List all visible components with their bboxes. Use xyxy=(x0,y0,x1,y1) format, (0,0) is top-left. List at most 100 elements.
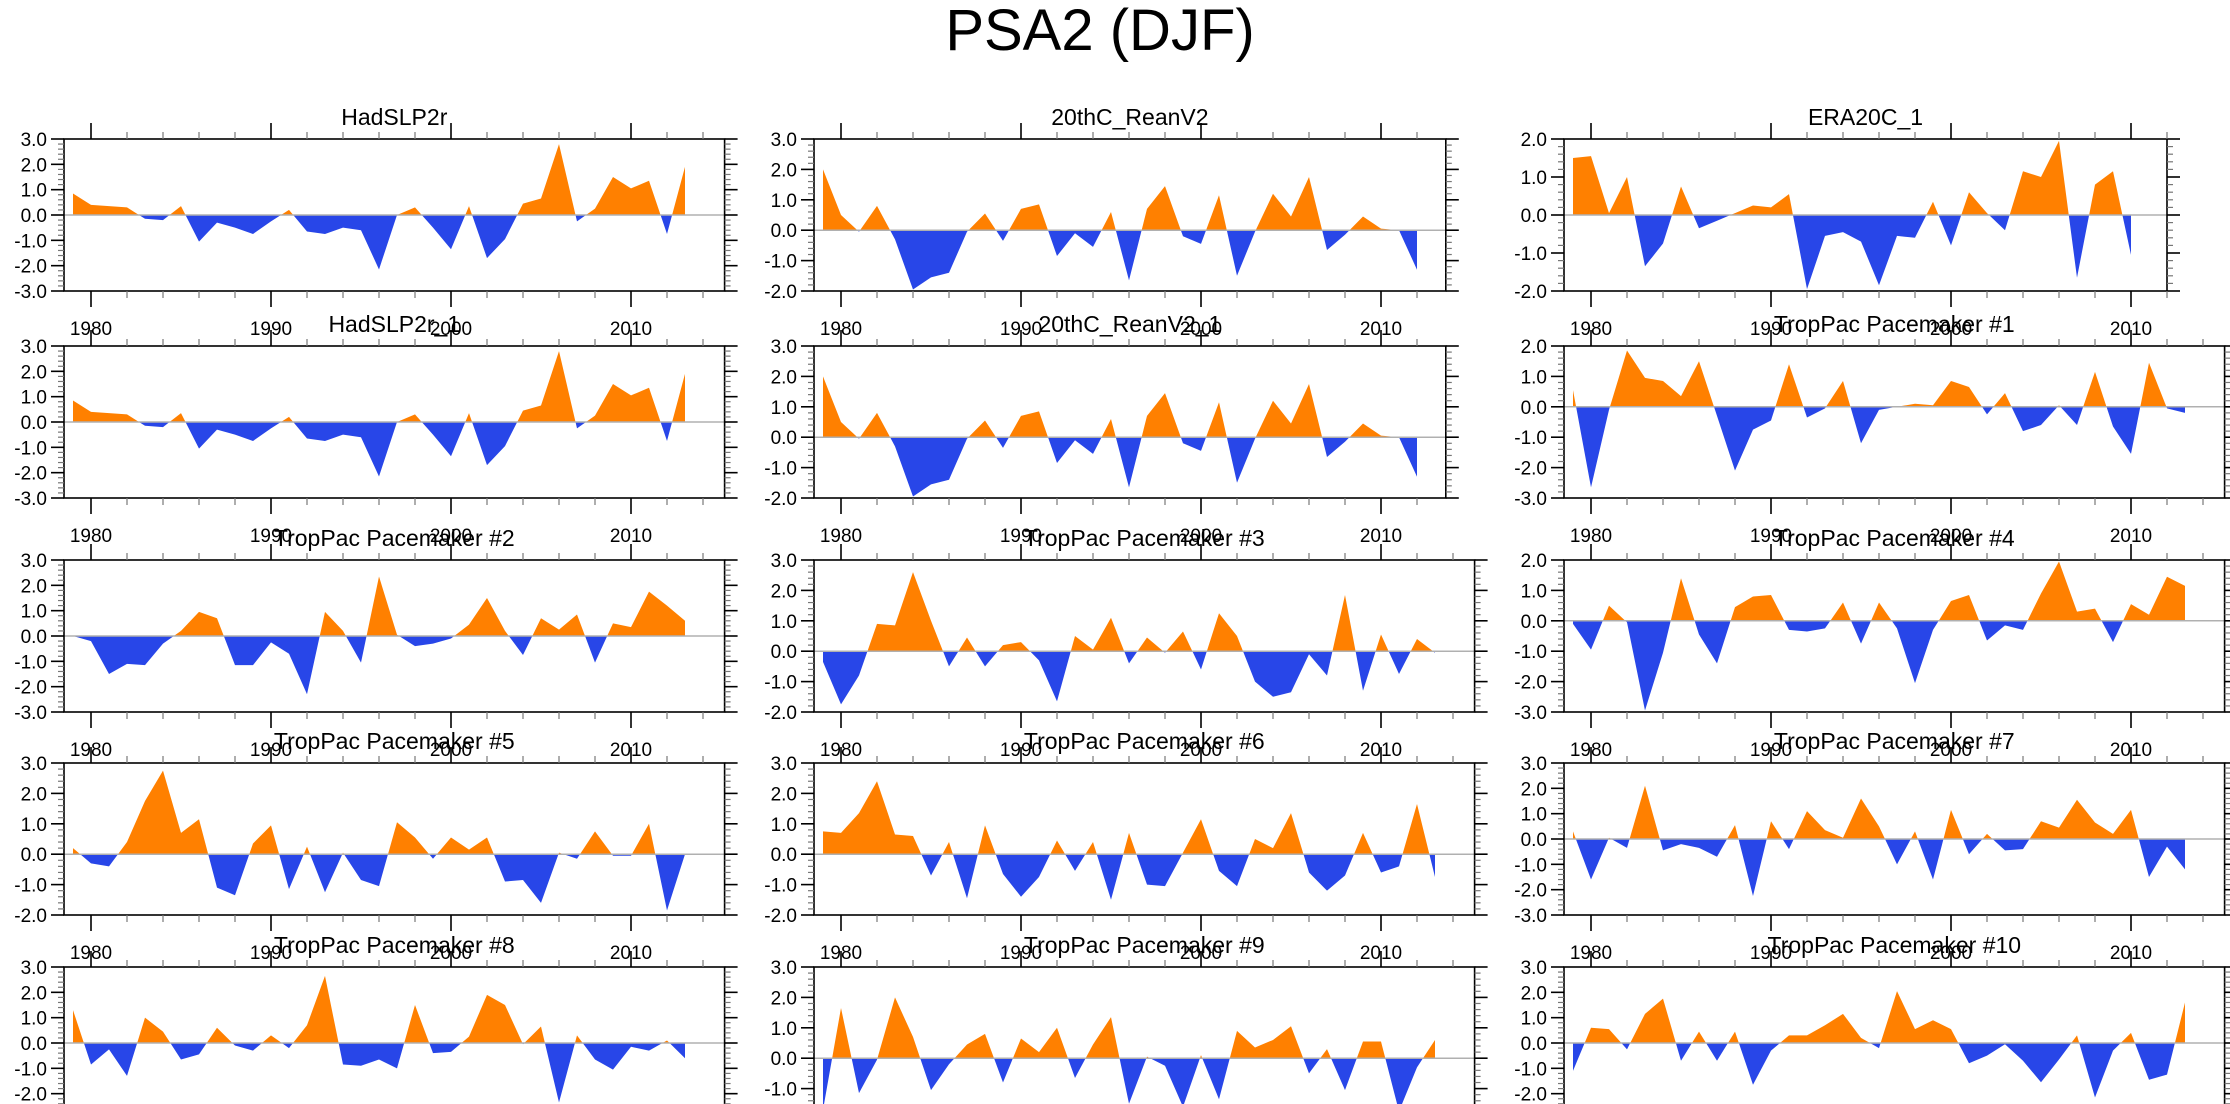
y-tick-label: 0.0 xyxy=(1521,612,1547,633)
positive-area xyxy=(823,169,1399,231)
panel-title: TropPac Pacemaker #8 xyxy=(274,932,515,958)
positive-area xyxy=(73,144,685,215)
plot-frame xyxy=(813,345,1447,499)
y-tick-label: 0.0 xyxy=(1521,830,1547,851)
y-tick-label: 2.0 xyxy=(21,983,47,1004)
positive-area xyxy=(73,975,685,1043)
panel-6: TropPac Pacemaker #1 2.0 1.0 0.0 -1.0 -2.0 -3.… xyxy=(1514,311,2230,547)
y-tick-label: -2.0 xyxy=(14,906,47,927)
y-tick-label: 3.0 xyxy=(21,754,47,775)
y-tick-label: -2.0 xyxy=(1514,282,1547,303)
positive-area xyxy=(1573,140,2131,215)
y-tick-label: 3.0 xyxy=(771,337,797,358)
negative-area xyxy=(823,1058,1435,1104)
y-tick-label: -2.0 xyxy=(1514,459,1547,480)
y-tick-label: 0.0 xyxy=(1521,206,1547,227)
y-tick-label: 2.0 xyxy=(1521,779,1547,800)
x-tick-label: 1980 xyxy=(820,319,862,340)
y-tick-label: 3.0 xyxy=(771,754,797,775)
plot-frame xyxy=(1563,559,2226,713)
panel-title: HadSLP2r xyxy=(341,104,447,130)
negative-area xyxy=(1573,620,2185,711)
negative-area xyxy=(1573,215,2131,290)
y-tick-label: 3.0 xyxy=(771,551,797,572)
y-tick-label: -1.0 xyxy=(764,673,797,694)
x-tick-label: 2000 xyxy=(430,526,472,547)
panel-title: HadSLP2r_1 xyxy=(328,311,460,337)
y-tick-label: -1.0 xyxy=(764,459,797,480)
y-tick-label: -2.0 xyxy=(1514,673,1547,694)
panel-title: ERA20C_1 xyxy=(1808,104,1923,130)
y-tick-label: 0.0 xyxy=(1521,398,1547,419)
plot-frame xyxy=(813,138,1447,292)
x-tick-label: 2010 xyxy=(610,526,652,547)
panel-title: 20thC_ReanV2 xyxy=(1051,104,1208,130)
y-tick-label: 0.0 xyxy=(771,845,797,866)
panel-7: TropPac Pacemaker #2 3.0 2.0 1.0 0.0 -1.0 -2.0… xyxy=(14,525,738,761)
y-tick-label: 3.0 xyxy=(1521,754,1547,775)
plot-frame xyxy=(63,762,726,916)
y-tick-label: -1.0 xyxy=(1514,855,1547,876)
panel-title: TropPac Pacemaker #5 xyxy=(274,728,515,754)
y-tick-label: 1.0 xyxy=(771,612,797,633)
y-tick-label: -2.0 xyxy=(14,678,47,699)
panel-3: ERA20C_1 2.0 1.0 0.0 -1.0 -2.0 1980 1990 2000 201… xyxy=(1514,104,2180,340)
plot-frame xyxy=(813,762,1476,916)
y-tick-label: 0.0 xyxy=(771,642,797,663)
y-tick-label: 1.0 xyxy=(21,181,47,202)
y-tick-label: -1.0 xyxy=(14,231,47,252)
y-tick-label: -1.0 xyxy=(764,1080,797,1101)
x-tick-label: 1980 xyxy=(70,319,112,340)
y-tick-label: 0.0 xyxy=(21,627,47,648)
positive-area xyxy=(73,576,685,636)
y-tick-label: -1.0 xyxy=(1514,1059,1547,1080)
negative-area xyxy=(73,215,685,270)
y-tick-label: 3.0 xyxy=(21,337,47,358)
y-tick-label: -2.0 xyxy=(14,1085,47,1104)
y-tick-label: 1.0 xyxy=(771,398,797,419)
y-tick-label: -1.0 xyxy=(1514,642,1547,663)
y-tick-label: 1.0 xyxy=(21,815,47,836)
x-tick-label: 1980 xyxy=(1570,319,1612,340)
y-tick-label: -1.0 xyxy=(14,438,47,459)
positive-area xyxy=(73,770,656,855)
panel-5: 20thC_ReanV2_1 3.0 2.0 1.0 0.0 -1.0 -2.0 1980 19… xyxy=(764,311,1459,547)
x-tick-label: 2000 xyxy=(1930,319,1972,340)
panel-9: TropPac Pacemaker #4 2.0 1.0 0.0 -1.0 -2.0 -3.… xyxy=(1514,525,2230,761)
plot-frame xyxy=(813,966,1476,1104)
negative-area xyxy=(1573,406,2185,488)
positive-area xyxy=(1573,991,2185,1043)
y-tick-label: 0.0 xyxy=(21,845,47,866)
main-title: PSA2 (DJF) xyxy=(945,0,1254,63)
x-tick-label: 1990 xyxy=(1750,319,1792,340)
panel-14: TropPac Pacemaker #93.02.01.00.0-1.0-2.0… xyxy=(764,932,1488,1104)
y-tick-label: 1.0 xyxy=(21,602,47,623)
x-tick-label: 1980 xyxy=(70,526,112,547)
y-tick-label: 1.0 xyxy=(21,1009,47,1030)
x-tick-label: 2010 xyxy=(1360,526,1402,547)
y-tick-label: 0.0 xyxy=(21,206,47,227)
y-tick-label: 2.0 xyxy=(771,367,797,388)
y-tick-label: 1.0 xyxy=(21,388,47,409)
panel-title: TropPac Pacemaker #3 xyxy=(1024,525,1265,551)
y-tick-label: -3.0 xyxy=(14,703,47,724)
panel-title: TropPac Pacemaker #7 xyxy=(1774,728,2015,754)
panel-10: TropPac Pacemaker #5 3.0 2.0 1.0 0.0 -1.0 -2.0… xyxy=(14,728,738,964)
positive-area xyxy=(1573,350,2167,407)
x-tick-label: 2010 xyxy=(2110,526,2152,547)
plot-frame xyxy=(813,559,1476,713)
panel-12: TropPac Pacemaker #7 3.0 2.0 1.0 0.0 -1.0 -2.0… xyxy=(1514,728,2230,964)
y-tick-label: 2.0 xyxy=(771,784,797,805)
y-tick-label: -2.0 xyxy=(1514,1085,1547,1104)
x-tick-label: 2000 xyxy=(1180,526,1222,547)
y-tick-label: 1.0 xyxy=(1521,367,1547,388)
y-tick-label: 2.0 xyxy=(1521,130,1547,151)
y-tick-label: -1.0 xyxy=(14,1059,47,1080)
y-tick-label: -2.0 xyxy=(764,489,797,510)
y-tick-label: 2.0 xyxy=(1521,983,1547,1004)
positive-area xyxy=(823,376,1399,438)
y-tick-label: 0.0 xyxy=(21,1034,47,1055)
panel-8: TropPac Pacemaker #3 3.0 2.0 1.0 0.0 -1.0 -2.0… xyxy=(764,525,1488,761)
positive-area xyxy=(1602,561,2185,621)
x-tick-label: 2000 xyxy=(1930,526,1972,547)
